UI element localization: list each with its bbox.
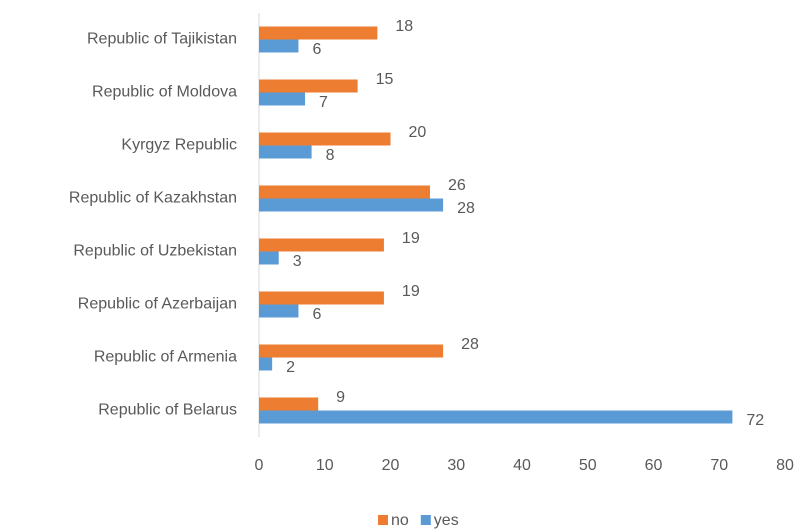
value-label: 28 [457,200,475,217]
bar [259,145,312,159]
legend-label: yes [434,512,459,529]
bar [259,92,306,106]
bar [259,251,279,265]
x-tick-label: 70 [710,457,728,474]
y-tick-label: Republic of Belarus [98,402,237,419]
bar [259,185,430,199]
bar [259,344,444,358]
legend-label: no [391,512,409,529]
x-tick-label: 50 [579,457,597,474]
value-label: 8 [326,147,335,164]
value-label: 72 [746,412,764,429]
y-tick-label: Republic of Armenia [94,349,237,366]
x-tick-label: 0 [255,457,264,474]
value-label: 19 [402,283,420,300]
legend-swatch [378,515,388,525]
bar [259,357,273,371]
y-tick-label: Republic of Kazakhstan [69,190,237,207]
bar [259,132,391,146]
bar [259,238,384,252]
bar [259,304,299,318]
y-tick-label: Republic of Moldova [92,84,237,101]
bar [259,410,733,424]
value-label: 9 [336,389,345,406]
bar [259,198,444,212]
value-label: 3 [293,253,302,270]
legend-swatch [420,515,431,525]
value-label: 7 [319,94,328,111]
value-label: 18 [395,18,413,35]
bar [259,397,319,411]
bar [259,291,384,305]
value-label: 28 [461,336,479,353]
value-label: 15 [376,71,394,88]
y-tick-label: Kyrgyz Republic [121,137,237,154]
x-tick-label: 30 [447,457,465,474]
bar [259,26,378,40]
x-tick-label: 40 [513,457,531,474]
x-tick-label: 10 [316,457,334,474]
value-label: 20 [409,124,427,141]
bar [259,39,299,53]
bar [259,79,358,93]
value-label: 6 [312,41,321,58]
y-tick-label: Republic of Uzbekistan [73,243,237,260]
x-tick-label: 20 [382,457,400,474]
y-tick-label: Republic of Tajikistan [87,31,237,48]
x-tick-label: 80 [776,457,794,474]
value-label: 2 [286,359,295,376]
x-tick-label: 60 [645,457,663,474]
value-label: 19 [402,230,420,247]
value-label: 26 [448,177,466,194]
value-label: 6 [312,306,321,323]
y-tick-label: Republic of Azerbaijan [78,296,237,313]
